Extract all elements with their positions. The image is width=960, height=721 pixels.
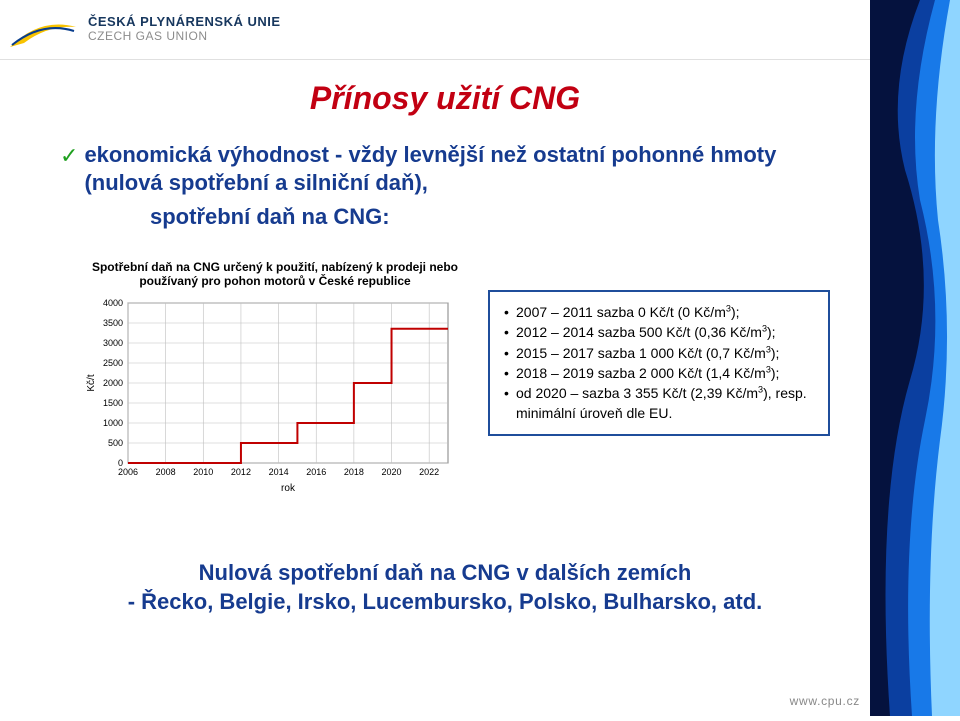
bottom-text: Nulová spotřební daň na CNG v dalších ze… — [60, 558, 830, 617]
flame-decoration — [870, 0, 960, 716]
chart-area: 0500100015002000250030003500400020062008… — [80, 293, 470, 503]
svg-text:Kč/t: Kč/t — [86, 374, 97, 391]
header: ČESKÁ PLYNÁRENSKÁ UNIE CZECH GAS UNION — [0, 0, 960, 60]
svg-text:3000: 3000 — [103, 338, 123, 348]
brand-block: ČESKÁ PLYNÁRENSKÁ UNIE CZECH GAS UNION — [88, 15, 281, 44]
tax-chart: 0500100015002000250030003500400020062008… — [80, 293, 470, 503]
sub-line: spotřební daň na CNG: — [150, 204, 830, 230]
svg-text:2500: 2500 — [103, 358, 123, 368]
info-item: 2018 – 2019 sazba 2 000 Kč/t (1,4 Kč/m3)… — [504, 363, 814, 383]
svg-text:1500: 1500 — [103, 398, 123, 408]
chart-wrap: Spotřební daň na CNG určený k použití, n… — [80, 260, 470, 503]
svg-text:2016: 2016 — [306, 467, 326, 477]
page-title: Přínosy užití CNG — [60, 80, 830, 117]
chart-caption: Spotřební daň na CNG určený k použití, n… — [80, 260, 470, 289]
svg-text:2018: 2018 — [344, 467, 364, 477]
main-bullet: ✓ ekonomická výhodnost - vždy levnější n… — [60, 141, 830, 196]
info-item: 2012 – 2014 sazba 500 Kč/t (0,36 Kč/m3); — [504, 322, 814, 342]
bottom-line1: Nulová spotřební daň na CNG v dalších ze… — [60, 558, 830, 588]
brand-top: ČESKÁ PLYNÁRENSKÁ UNIE — [88, 15, 281, 30]
bullet-text: ekonomická výhodnost - vždy levnější než… — [84, 141, 830, 196]
brand-bottom: CZECH GAS UNION — [88, 30, 281, 44]
logo-swoosh — [8, 5, 78, 55]
info-item: 2007 – 2011 sazba 0 Kč/t (0 Kč/m3); — [504, 302, 814, 322]
svg-text:2006: 2006 — [118, 467, 138, 477]
svg-text:4000: 4000 — [103, 298, 123, 308]
svg-text:3500: 3500 — [103, 318, 123, 328]
svg-text:2022: 2022 — [419, 467, 439, 477]
svg-text:1000: 1000 — [103, 418, 123, 428]
info-box: 2007 – 2011 sazba 0 Kč/t (0 Kč/m3);2012 … — [488, 290, 830, 436]
svg-text:rok: rok — [281, 483, 296, 494]
svg-text:2008: 2008 — [156, 467, 176, 477]
svg-text:500: 500 — [108, 438, 123, 448]
footer-url: www.cpu.cz — [790, 694, 860, 708]
svg-text:2000: 2000 — [103, 378, 123, 388]
bottom-line2: - Řecko, Belgie, Irsko, Lucembursko, Pol… — [60, 587, 830, 617]
svg-text:2014: 2014 — [269, 467, 289, 477]
info-item: 2015 – 2017 sazba 1 000 Kč/t (0,7 Kč/m3)… — [504, 343, 814, 363]
check-icon: ✓ — [60, 145, 78, 167]
svg-text:2012: 2012 — [231, 467, 251, 477]
content-area: Přínosy užití CNG ✓ ekonomická výhodnost… — [0, 60, 870, 617]
mid-row: Spotřební daň na CNG určený k použití, n… — [60, 260, 830, 503]
svg-text:2020: 2020 — [382, 467, 402, 477]
info-item: od 2020 – sazba 3 355 Kč/t (2,39 Kč/m3),… — [504, 383, 814, 424]
info-list: 2007 – 2011 sazba 0 Kč/t (0 Kč/m3);2012 … — [504, 302, 814, 424]
svg-text:2010: 2010 — [193, 467, 213, 477]
